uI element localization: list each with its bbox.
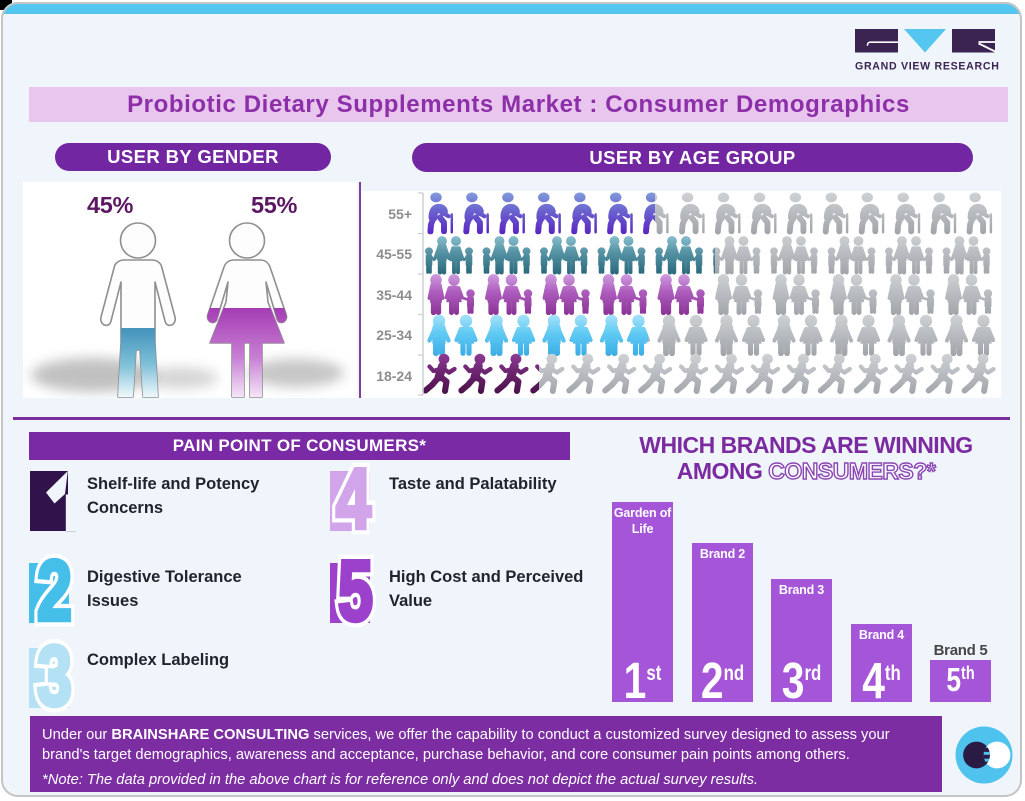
- svg-text:GRAND VIEW RESEARCH: GRAND VIEW RESEARCH: [855, 61, 1000, 73]
